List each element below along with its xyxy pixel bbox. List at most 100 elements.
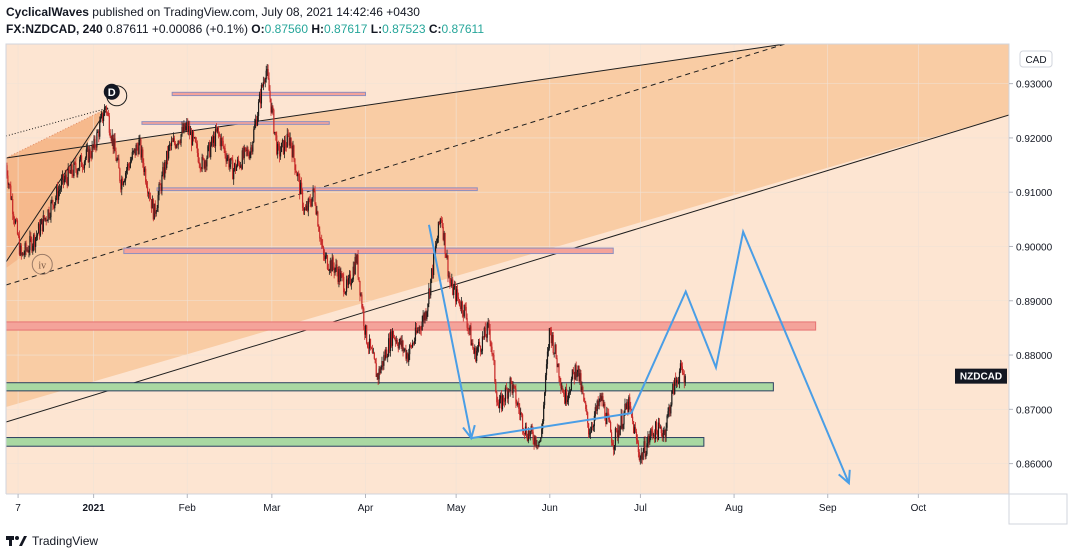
candle-body — [403, 349, 405, 351]
candle-body — [147, 192, 150, 194]
candle-body — [30, 236, 32, 239]
high-label: H: — [311, 22, 325, 36]
candle-body — [168, 146, 170, 159]
x-axis[interactable]: 7 2021 Feb Mar Apr May Jun Jul Aug Sep Oct — [0, 493, 1009, 524]
candle-body — [361, 294, 363, 308]
candle-body — [29, 236, 31, 251]
candle-body — [8, 184, 10, 186]
candle-body — [624, 403, 626, 413]
candle-body — [481, 336, 484, 351]
candle-body — [470, 326, 472, 346]
candle-body — [274, 131, 276, 134]
candle-body — [607, 412, 609, 414]
candle-body — [344, 292, 346, 294]
candle-body — [241, 150, 243, 169]
candle-body — [592, 426, 594, 428]
candle-body — [370, 347, 373, 349]
candle-body — [333, 266, 335, 273]
candle-body — [404, 348, 406, 350]
candle-body — [650, 429, 652, 437]
low-value: 0.87523 — [382, 22, 426, 36]
candle-body — [676, 380, 678, 383]
candle-body — [500, 395, 503, 410]
plot-area[interactable]: Div — [5, 44, 1009, 494]
tradingview-logo-icon — [6, 536, 27, 546]
candle-body — [46, 220, 48, 222]
candle-body — [635, 431, 638, 440]
y-axis[interactable]: 0.93000 0.92000 0.91000 0.90000 0.89000 0.880… — [1008, 44, 1067, 494]
candle-body — [143, 163, 145, 173]
candle-body — [653, 434, 655, 436]
candle-body — [632, 421, 635, 434]
candle-body — [195, 142, 197, 144]
currency-box[interactable] — [1019, 50, 1053, 68]
candle-body — [28, 250, 30, 253]
candle-body — [579, 373, 581, 381]
candle-body — [570, 379, 572, 391]
candle-body — [588, 423, 590, 435]
candle-body — [71, 164, 73, 175]
footer-brand[interactable]: TradingView — [6, 534, 98, 548]
candle-body — [6, 165, 8, 176]
candle-body — [348, 274, 351, 279]
candle-body — [437, 221, 440, 238]
candle-body — [325, 255, 328, 257]
candle-body — [573, 372, 575, 380]
candle-body — [416, 330, 418, 333]
candle-body — [359, 280, 361, 296]
candle-body — [606, 412, 608, 425]
candle-body — [366, 325, 368, 344]
candle-body — [107, 112, 109, 116]
candle-body — [339, 269, 341, 282]
candle-body — [668, 406, 670, 412]
candle-body — [89, 149, 91, 157]
candle-body — [367, 343, 369, 348]
candle-body — [639, 458, 641, 460]
candle-body — [280, 142, 283, 152]
candle-body — [522, 429, 525, 433]
candle-body — [431, 268, 433, 279]
candle-body — [85, 149, 87, 158]
candle-body — [664, 430, 666, 437]
y-tick-label: 0.89000 — [1016, 297, 1053, 308]
candle-body — [24, 243, 26, 255]
candle-body — [376, 373, 378, 377]
author-name[interactable]: CyclicalWaves — [6, 5, 89, 19]
x-tick-label: May — [447, 503, 466, 514]
candle-body — [421, 321, 423, 331]
candle-body — [461, 301, 463, 313]
x-tick-label: Aug — [725, 503, 743, 514]
candle-body — [674, 378, 676, 394]
candle-body — [57, 187, 59, 200]
candle-body — [162, 167, 164, 176]
candle-body — [52, 200, 54, 205]
candle-body — [450, 282, 452, 286]
candle-body — [633, 427, 636, 434]
candle-body — [124, 172, 127, 181]
candle-body — [422, 314, 424, 322]
candle-body — [642, 451, 644, 460]
candle-body — [417, 330, 419, 332]
candle-body — [36, 233, 39, 236]
candle-body — [526, 437, 528, 441]
candle-body — [74, 162, 76, 164]
candle-body — [18, 235, 20, 255]
candle-body — [495, 381, 497, 392]
candle-body — [569, 390, 572, 393]
candle-body — [498, 405, 500, 409]
candle-body — [395, 340, 397, 342]
candle-body — [259, 94, 262, 104]
y-axis-background — [1009, 44, 1067, 494]
candle-body — [275, 131, 277, 136]
candle-body — [203, 158, 205, 169]
candle-body — [263, 82, 265, 83]
y-tick-label: 0.86000 — [1016, 460, 1053, 471]
candle-body — [382, 361, 384, 366]
candle-body — [94, 138, 96, 147]
candle-body — [625, 403, 627, 410]
candle-body — [423, 314, 425, 321]
candle-body — [223, 146, 225, 148]
candle-body — [72, 174, 74, 176]
candle-body — [426, 311, 428, 319]
